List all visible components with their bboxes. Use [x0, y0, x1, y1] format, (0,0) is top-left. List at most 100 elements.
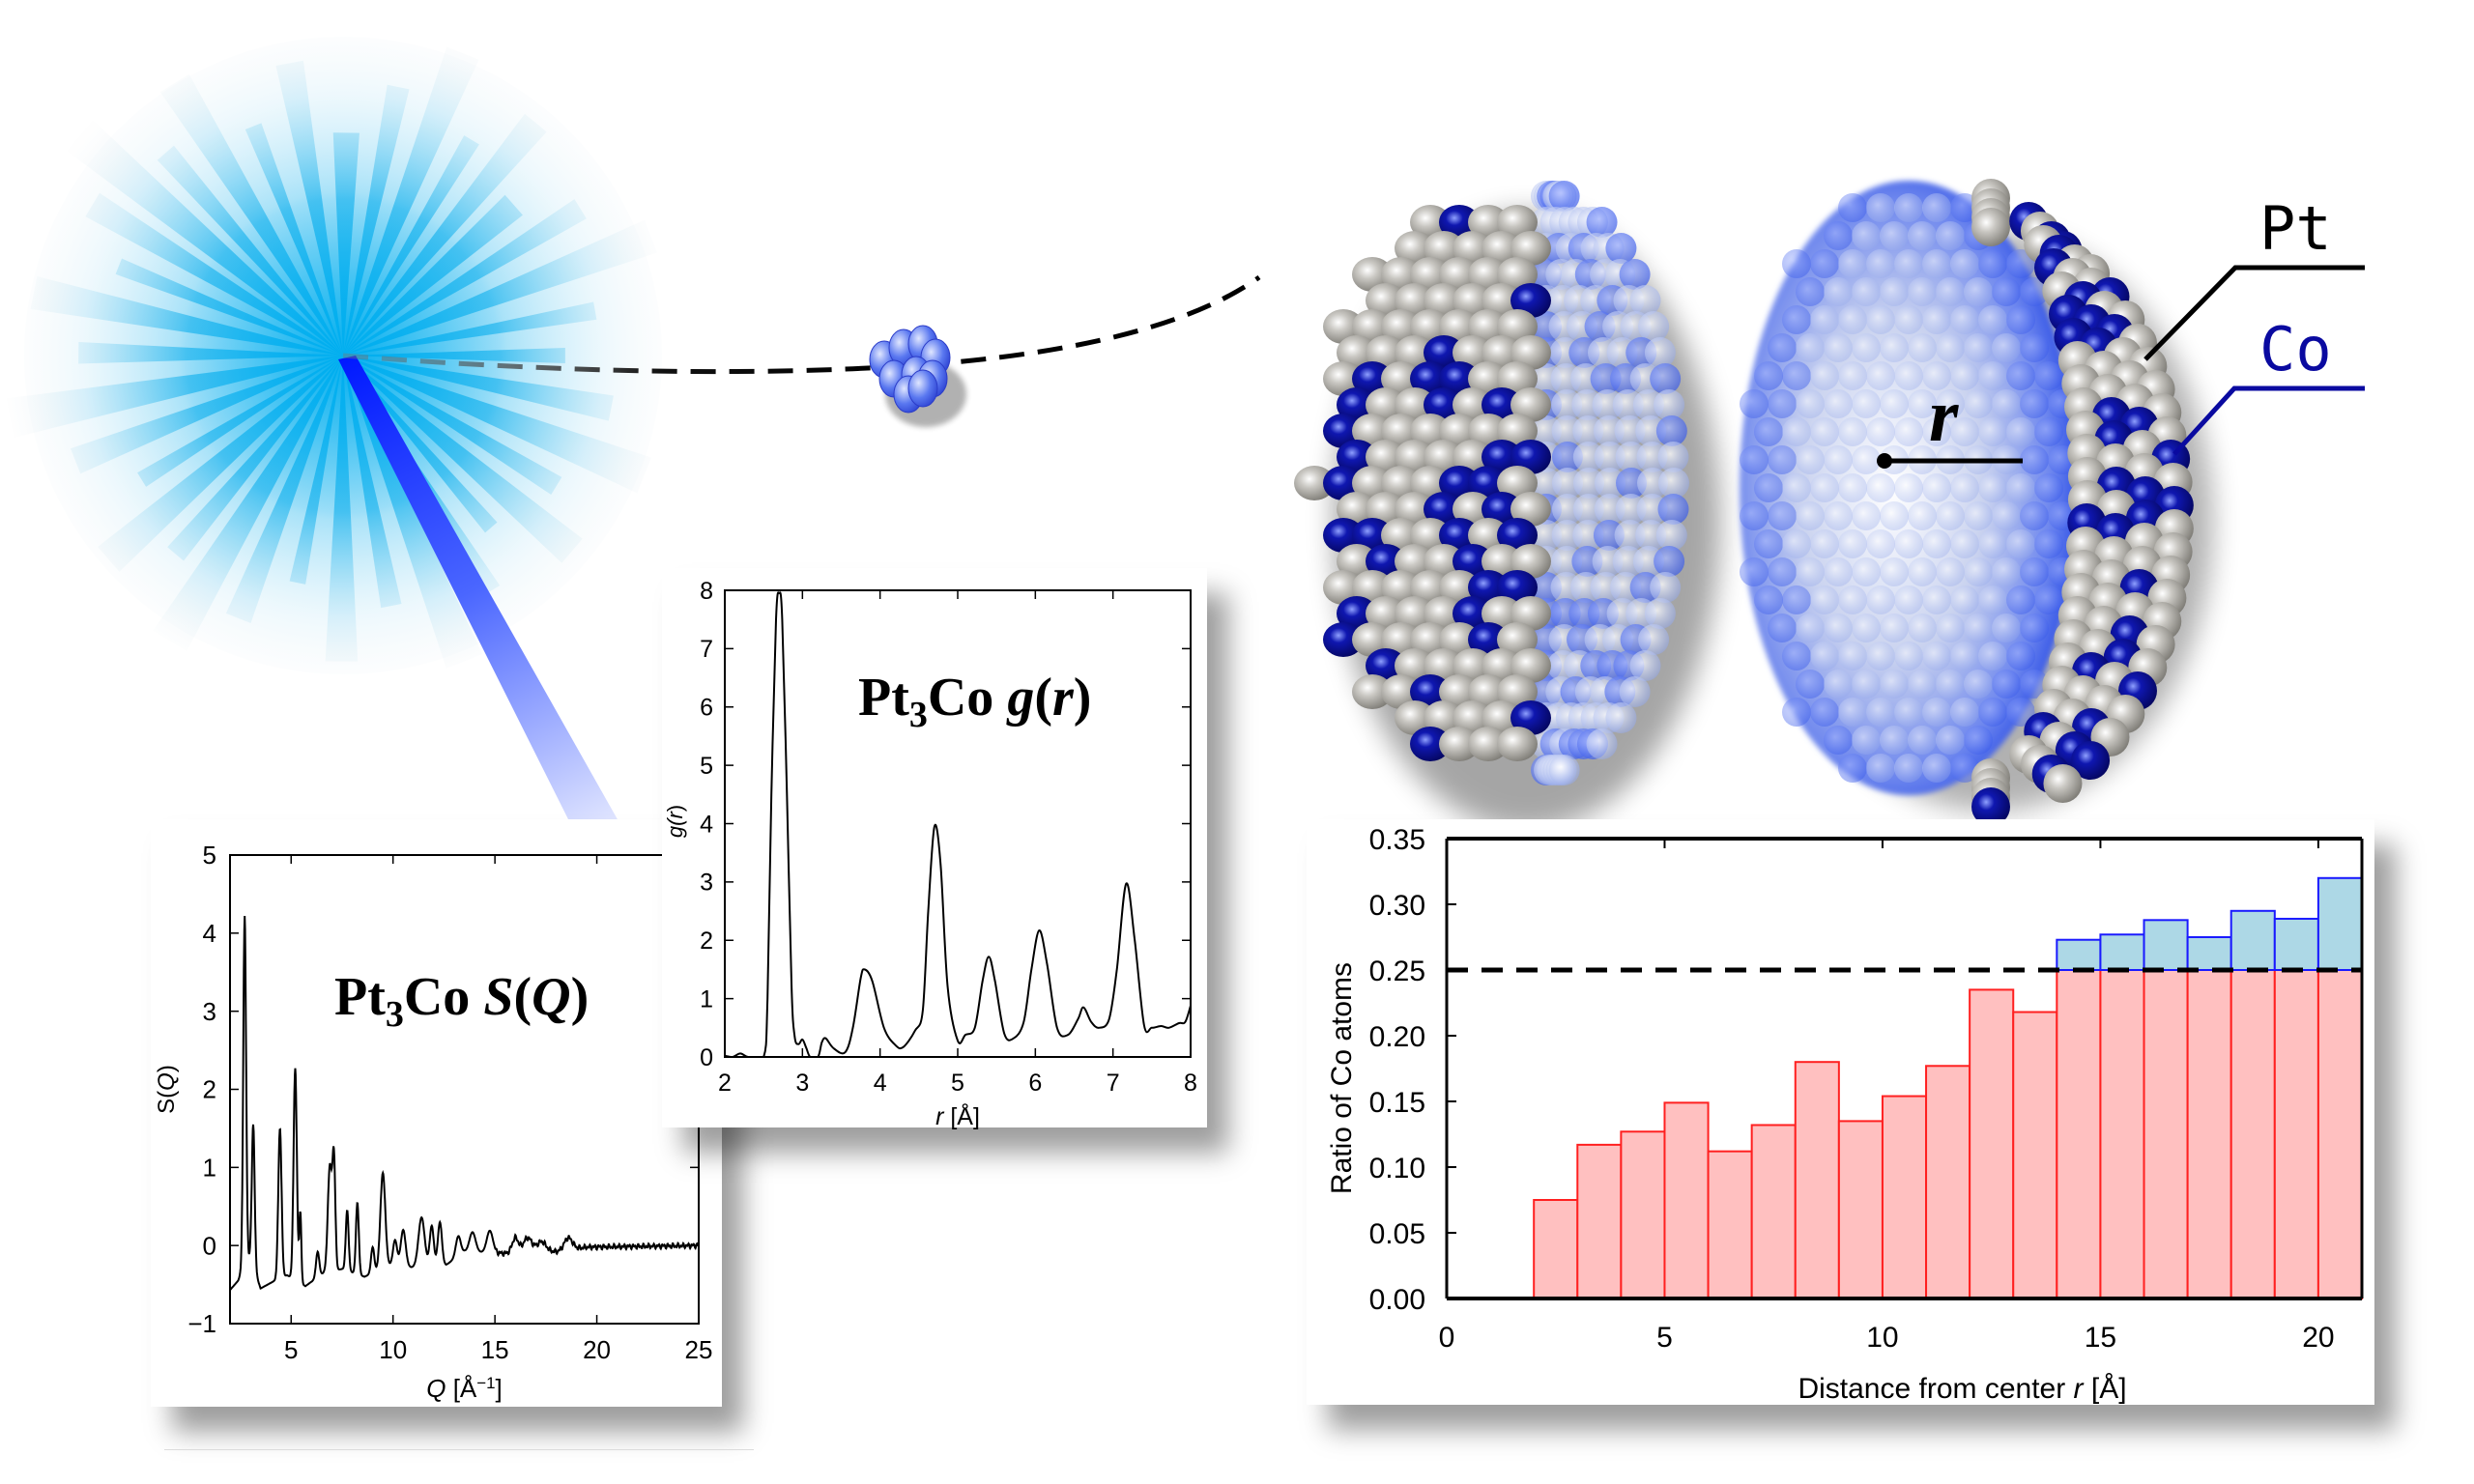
atom-back: [1655, 415, 1687, 446]
atom-interior: [1824, 670, 1853, 699]
small-cluster-icon: [869, 325, 966, 427]
atom-interior: [1936, 670, 1965, 699]
atom-interior: [2034, 361, 2063, 390]
pt-atom: [1366, 440, 1406, 474]
pt-atom: [1439, 622, 1480, 657]
atom-interior: [1950, 361, 1979, 390]
co-label: Co: [2259, 314, 2332, 385]
pt-atom: [1424, 283, 1464, 318]
atom-interior: [1740, 557, 1769, 586]
atom-interior: [1866, 698, 1895, 727]
atom-interior: [1796, 445, 1825, 474]
co-atom: [1352, 518, 1393, 553]
pt-atom: [1366, 335, 1406, 370]
atom-interior: [1950, 417, 1979, 446]
co-atom: [1971, 787, 2010, 826]
atom-interior: [1796, 277, 1825, 306]
pt-atom: [1497, 622, 1538, 657]
atom-interior: [1908, 277, 1937, 306]
gr-title-paren-close: ): [1073, 668, 1092, 728]
atom-interior: [1880, 614, 1909, 642]
pt-atom: [1323, 570, 1364, 605]
atom-back: [1594, 442, 1625, 472]
atom-interior: [1838, 193, 1867, 222]
pt-atom: [1352, 622, 1393, 657]
atom-interior: [1978, 698, 2007, 727]
atom-interior: [1978, 361, 2007, 390]
atom-back: [1644, 337, 1676, 368]
pt-atom: [1294, 466, 1335, 500]
atom-interior: [1880, 726, 1909, 755]
atom-interior: [1866, 473, 1895, 502]
atom-interior: [1796, 670, 1825, 699]
atom-interior: [2020, 557, 2049, 586]
pt-atom: [1439, 727, 1480, 761]
atom-interior: [1852, 557, 1881, 586]
atom-interior: [1894, 193, 1923, 222]
atom-interior: [2034, 417, 2063, 446]
pt-atom: [1453, 700, 1493, 735]
atom-interior: [1866, 642, 1895, 671]
atom-interior: [1894, 585, 1923, 614]
atom-back: [1657, 494, 1689, 525]
atom-interior: [1894, 529, 1923, 558]
atom-interior: [2006, 473, 2035, 502]
atom-interior: [2006, 698, 2035, 727]
co-ratio-panel: [1307, 819, 2374, 1405]
atom-interior: [1824, 277, 1853, 306]
atom-interior: [2006, 529, 2035, 558]
co-atom: [1510, 700, 1551, 735]
atom-interior: [1754, 361, 1783, 390]
atom-interior: [1950, 698, 1979, 727]
sq-title-paren-open: (: [513, 967, 532, 1027]
pt-atom: [1366, 387, 1406, 422]
pt-atom: [1453, 335, 1493, 370]
pt-atom: [1352, 414, 1393, 448]
atom-interior: [1796, 501, 1825, 530]
atom-interior: [1810, 698, 1839, 727]
co-atom: [1482, 387, 1522, 422]
pt-atom: [1395, 700, 1435, 735]
atom-interior: [1936, 333, 1965, 362]
pt-atom: [1482, 596, 1522, 631]
atom-interior: [1838, 529, 1867, 558]
pt-atom: [1453, 648, 1493, 683]
atom-interior: [1838, 249, 1867, 278]
atom-interior: [1936, 557, 1965, 586]
atom-interior: [1978, 305, 2007, 334]
pt-atom: [1510, 335, 1551, 370]
sq-title-paren-close: ): [570, 967, 590, 1027]
pt-atom: [1395, 335, 1435, 370]
atom-interior: [1964, 614, 1993, 642]
atom-interior: [1922, 249, 1951, 278]
atom-interior: [1852, 277, 1881, 306]
atom-interior: [1810, 305, 1839, 334]
nanoparticle-exterior: [1294, 181, 1720, 831]
atom-interior: [1852, 333, 1881, 362]
atom-back: [1616, 468, 1647, 499]
pt-atom: [1395, 231, 1435, 266]
atom-interior: [1740, 501, 1769, 530]
atom-interior: [2020, 501, 2049, 530]
atom-back: [1531, 468, 1562, 499]
atom-interior: [2034, 585, 2063, 614]
atom-interior: [2006, 305, 2035, 334]
atom-interior: [2006, 642, 2035, 671]
pt-atom: [1439, 257, 1480, 292]
atom-interior: [1950, 642, 1979, 671]
atom-interior: [1936, 221, 1965, 250]
pt-atom: [1482, 648, 1522, 683]
atom-interior: [1936, 389, 1965, 418]
atom-interior: [1810, 361, 1839, 390]
atom-interior: [1950, 473, 1979, 502]
co-leader-line: [2172, 385, 2365, 456]
pt-atom: [1424, 231, 1464, 266]
atom-back: [1605, 702, 1637, 733]
atom-interior: [1768, 501, 1797, 530]
co-atom: [1497, 570, 1538, 605]
co-atom: [1337, 440, 1377, 474]
pt-atom: [1482, 544, 1522, 579]
atom-interior: [1810, 529, 1839, 558]
atom-interior: [1866, 529, 1895, 558]
